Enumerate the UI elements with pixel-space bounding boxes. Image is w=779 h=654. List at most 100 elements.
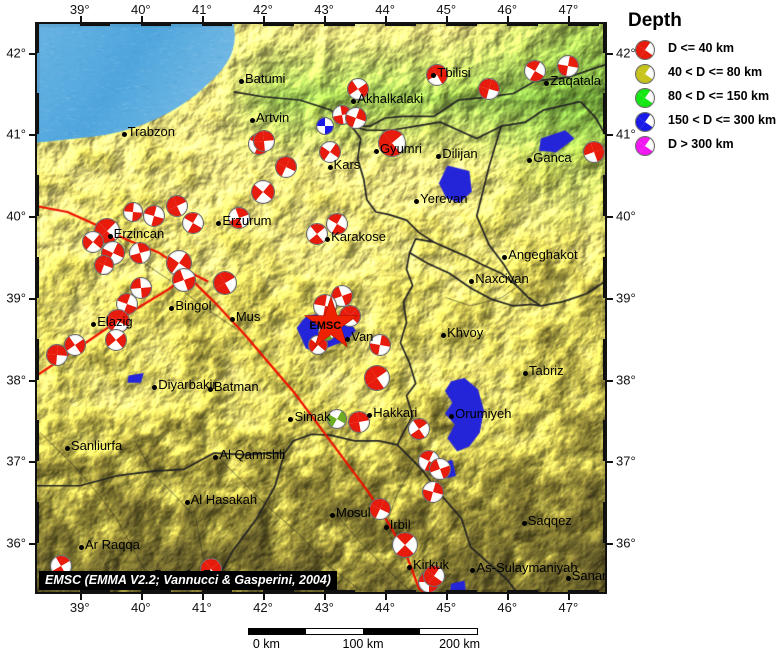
city-dot	[288, 416, 294, 422]
lat-tick-left	[29, 52, 35, 55]
city-label: Simak	[294, 408, 331, 424]
lat-label-right: 41°	[616, 126, 636, 142]
epicenter-label: EMSC	[309, 320, 342, 333]
legend-focal-symbol	[635, 136, 655, 156]
focal-mechanism-symbol	[635, 40, 655, 60]
city-label: Van	[351, 329, 374, 345]
focal-mechanism-symbol	[327, 408, 348, 429]
lat-tick-left	[29, 216, 35, 219]
focal-mechanism-symbol	[421, 481, 444, 504]
depth-legend: Depth D <= 40 km 40 < D <= 80 km 80 < D <=…	[620, 10, 779, 158]
city-dot	[107, 234, 113, 240]
focal-rim	[183, 213, 203, 233]
lat-tick-right	[607, 379, 613, 382]
lat-tick-right	[607, 297, 613, 300]
frame-segment-bottom	[262, 590, 294, 594]
lat-label-right: 37°	[616, 453, 636, 469]
lon-tick-top	[201, 16, 204, 22]
city-dot	[406, 565, 412, 571]
scale-bar-track	[248, 628, 478, 635]
lon-tick-top	[324, 16, 327, 22]
lat-tick-right	[607, 52, 613, 55]
scale-bar-segment	[249, 629, 306, 634]
focal-rim	[252, 181, 274, 203]
lon-tick-bottom	[446, 594, 449, 600]
focal-mechanism-symbol	[583, 141, 605, 164]
frame-segment-top	[201, 22, 233, 26]
city-dot	[207, 387, 213, 393]
city-label: Naxcivan	[475, 270, 529, 286]
focal-mechanism-symbol	[45, 343, 68, 366]
lat-label-left: 38°	[6, 372, 26, 387]
city-dot	[229, 317, 235, 323]
legend-row: 150 < D <= 300 km	[628, 110, 779, 134]
focal-mechanism-symbol	[635, 136, 655, 156]
city-label: Khvoy	[447, 324, 484, 340]
frame-segment-left	[35, 24, 39, 53]
city-dot	[213, 455, 219, 461]
frame-segment-bottom	[201, 590, 233, 594]
focal-mechanism-symbol	[635, 64, 655, 84]
city-dot	[441, 332, 447, 338]
city-dot	[78, 545, 84, 551]
lat-label-right: 36°	[616, 535, 636, 551]
focal-mechanism-lobes	[422, 482, 443, 502]
lon-tick-bottom	[262, 594, 265, 600]
frame-segment-left	[35, 420, 39, 462]
focal-mechanism-symbol	[213, 271, 238, 296]
lon-label-bottom: 45°	[436, 600, 457, 615]
city-label: Erzurum	[222, 213, 272, 229]
lat-label-left: 37°	[6, 453, 26, 469]
lon-tick-bottom	[201, 594, 204, 600]
city-label: Dilijan	[442, 145, 478, 161]
city-dot	[91, 321, 97, 327]
lon-tick-bottom	[385, 594, 388, 600]
focal-mechanism-lobes	[345, 108, 366, 128]
city-label: Bingol	[175, 297, 212, 313]
frame-segment-top	[385, 22, 416, 26]
city-dot	[502, 254, 508, 260]
focal-mechanism-lobes	[275, 157, 296, 177]
lon-label-bottom: 47°	[558, 600, 579, 615]
city-label: Kirkuk	[412, 557, 450, 573]
lat-label-right: 40°	[616, 208, 636, 224]
focal-mechanism-lobes	[636, 113, 654, 131]
focal-mechanism-symbol	[227, 206, 250, 229]
city-label: As-Sulaymaniyah	[476, 559, 578, 575]
focal-mechanism-lobes	[172, 269, 195, 291]
lat-label-right: 39°	[616, 290, 636, 306]
focal-rim	[636, 113, 654, 131]
lon-label-top: 41°	[192, 2, 212, 17]
focal-rim	[636, 137, 654, 155]
lat-tick-left	[29, 461, 35, 464]
focal-mechanism-symbol	[105, 308, 130, 333]
city-dot	[351, 98, 357, 104]
frame-segment-bottom	[385, 590, 416, 594]
focal-mechanism-symbol	[105, 329, 128, 352]
lat-tick-left	[29, 297, 35, 300]
city-label: Ganca	[533, 150, 572, 166]
focal-mechanism-symbol	[250, 179, 275, 204]
lat-label-right: 38°	[616, 372, 636, 387]
frame-segment-left	[35, 338, 39, 380]
lon-label-top: 42°	[253, 2, 273, 17]
scale-bar-label: 200 km	[439, 637, 481, 651]
city-dot	[327, 165, 333, 171]
city-dot	[431, 73, 437, 79]
frame-segment-left	[35, 502, 39, 543]
legend-focal-symbol	[635, 64, 655, 84]
lat-tick-left	[29, 542, 35, 545]
focal-mechanism-symbol	[369, 497, 392, 520]
focal-mechanism-lobes	[636, 41, 654, 59]
focal-mechanism-lobes	[430, 459, 451, 479]
focal-mechanism-symbol	[422, 564, 445, 587]
scale-bar: 0 km 100 km 200 km	[248, 628, 480, 651]
lon-label-bottom: 40°	[130, 600, 151, 615]
frame-segment-right	[603, 338, 607, 380]
focal-mechanism-lobes	[183, 212, 203, 233]
focal-mechanism-symbol	[82, 231, 105, 254]
focal-rim	[636, 41, 654, 59]
city-dot	[216, 221, 222, 227]
focal-mechanism-symbol	[166, 195, 189, 218]
city-dot	[238, 79, 244, 85]
